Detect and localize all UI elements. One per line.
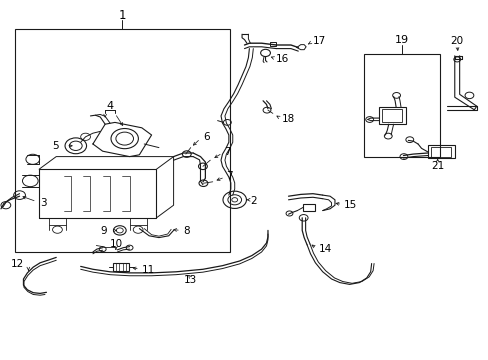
Text: 5: 5 [52, 141, 59, 151]
Bar [270, 42, 276, 46]
Bar [427, 145, 454, 158]
Text: 7: 7 [226, 171, 233, 181]
Text: 21: 21 [430, 161, 444, 171]
Text: 19: 19 [394, 35, 408, 45]
Text: 11: 11 [141, 265, 154, 275]
Text: 15: 15 [343, 200, 356, 210]
Text: 9: 9 [100, 226, 106, 236]
Text: 1: 1 [118, 9, 126, 22]
Text: 16: 16 [276, 54, 289, 64]
Text: 3: 3 [40, 198, 47, 208]
Text: 7: 7 [224, 147, 230, 157]
Text: 10: 10 [109, 239, 122, 249]
Text: 18: 18 [281, 114, 294, 124]
Bar [378, 107, 405, 124]
Text: 6: 6 [203, 132, 209, 142]
Text: 20: 20 [450, 36, 463, 46]
Bar [303, 204, 315, 211]
Text: 13: 13 [183, 275, 197, 285]
Text: 14: 14 [318, 244, 331, 254]
Text: 2: 2 [250, 195, 257, 206]
Text: 17: 17 [312, 36, 325, 46]
Text: 4: 4 [106, 101, 113, 111]
Text: 12: 12 [11, 259, 24, 269]
Bar [382, 109, 402, 122]
Text: 8: 8 [183, 226, 190, 236]
Bar [113, 263, 129, 271]
Bar [15, 29, 229, 252]
Bar [364, 54, 439, 157]
Bar [430, 147, 450, 157]
